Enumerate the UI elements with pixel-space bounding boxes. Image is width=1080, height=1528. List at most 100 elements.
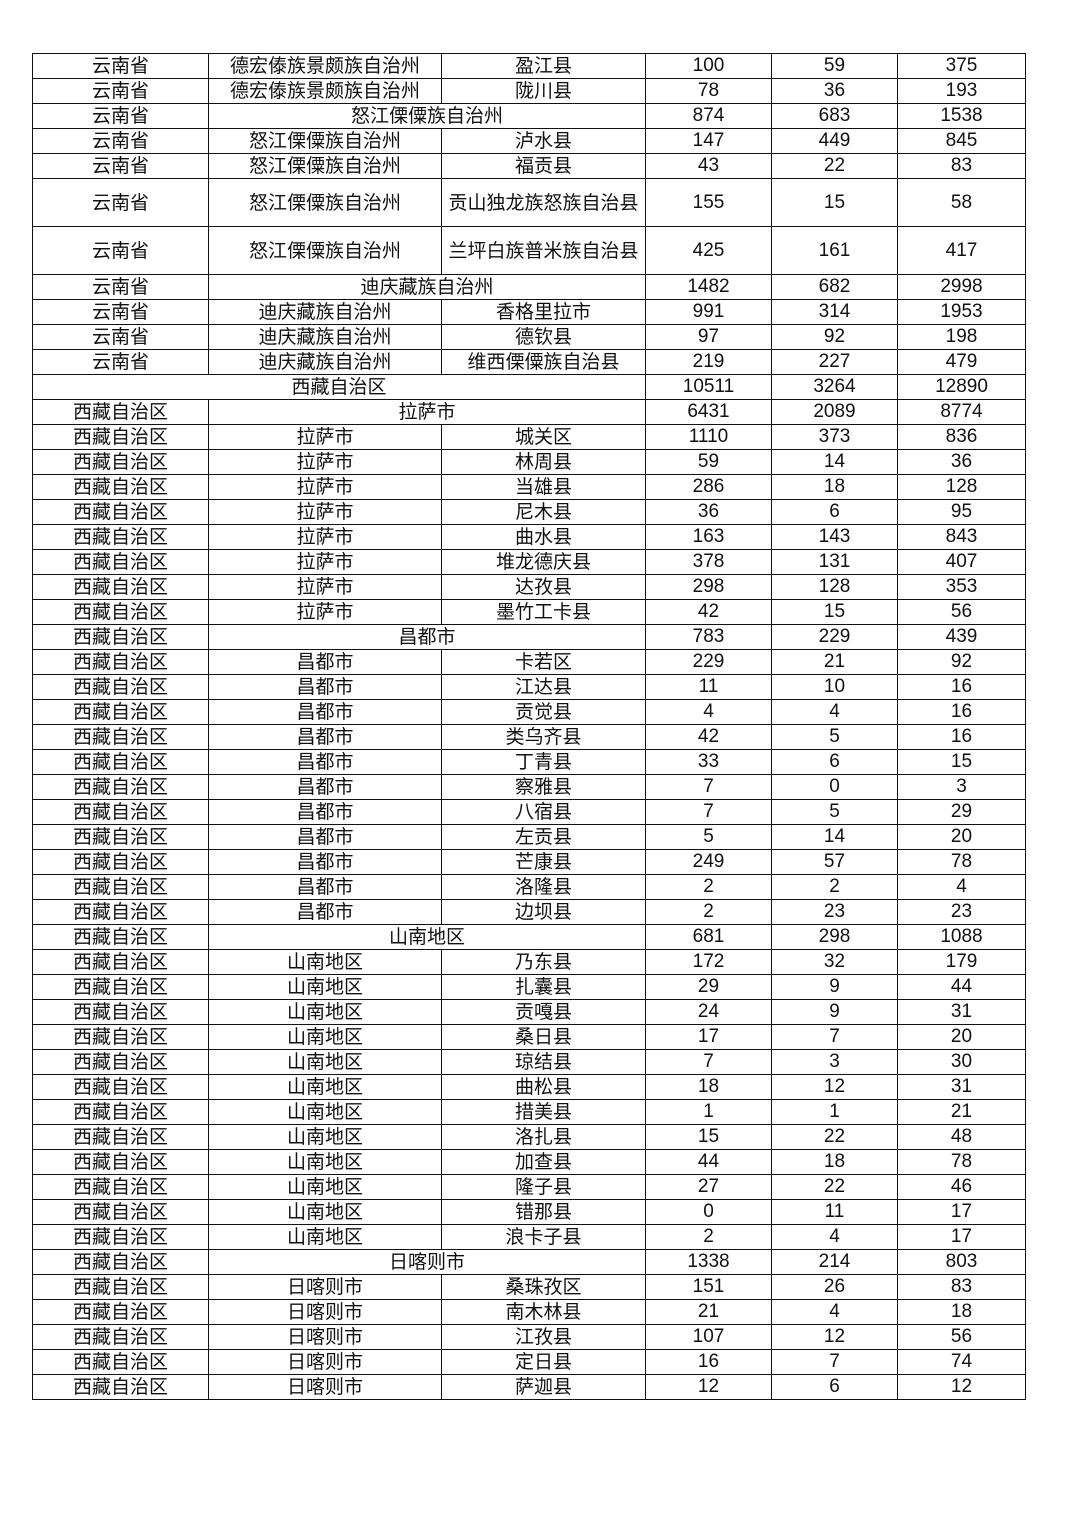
province-cell: 西藏自治区	[32, 1274, 209, 1300]
value-1-cell: 4	[645, 699, 772, 725]
county-cell: 洛隆县	[441, 874, 646, 900]
prefecture-cell: 拉萨市	[208, 549, 442, 575]
value-2-cell: 131	[771, 549, 898, 575]
county-cell: 泸水县	[441, 128, 646, 154]
table-row: 西藏自治区 昌都市 江达县 11 10 16	[32, 674, 1026, 700]
county-cell: 林周县	[441, 449, 646, 475]
county-cell: 乃东县	[441, 949, 646, 975]
table-row: 西藏自治区 拉萨市 堆龙德庆县 378 131 407	[32, 549, 1026, 575]
value-2-cell: 15	[771, 178, 898, 227]
value-3-cell: 83	[897, 1274, 1026, 1300]
value-1-cell: 7	[645, 774, 772, 800]
value-1-cell: 29	[645, 974, 772, 1000]
prefecture-cell: 昌都市	[208, 699, 442, 725]
prefecture-cell: 山南地区	[208, 999, 442, 1025]
prefecture-cell: 怒江傈僳族自治州	[208, 178, 442, 227]
value-2-cell: 3	[771, 1049, 898, 1075]
table-row: 西藏自治区 昌都市 八宿县 7 5 29	[32, 799, 1026, 825]
county-cell: 南木林县	[441, 1299, 646, 1325]
table-row: 西藏自治区 昌都市 边坝县 2 23 23	[32, 899, 1026, 925]
value-1-cell: 44	[645, 1149, 772, 1175]
value-1-cell: 163	[645, 524, 772, 550]
value-2-cell: 11	[771, 1199, 898, 1225]
value-3-cell: 407	[897, 549, 1026, 575]
value-3-cell: 2998	[897, 274, 1026, 300]
province-cell: 云南省	[32, 226, 209, 275]
county-cell: 曲水县	[441, 524, 646, 550]
province-cell: 西藏自治区	[32, 374, 646, 400]
prefecture-cell: 山南地区	[208, 1124, 442, 1150]
table-row: 云南省 怒江傈僳族自治州 福贡县 43 22 83	[32, 153, 1026, 179]
value-3-cell: 31	[897, 1074, 1026, 1100]
province-cell: 西藏自治区	[32, 1099, 209, 1125]
value-2-cell: 22	[771, 153, 898, 179]
table-row: 云南省 迪庆藏族自治州 维西傈僳族自治县 219 227 479	[32, 349, 1026, 375]
county-cell: 贡山独龙族怒族自治县	[441, 178, 646, 227]
county-cell: 定日县	[441, 1349, 646, 1375]
value-1-cell: 100	[645, 53, 772, 79]
value-1-cell: 33	[645, 749, 772, 775]
value-2-cell: 9	[771, 999, 898, 1025]
value-1-cell: 378	[645, 549, 772, 575]
county-cell: 江孜县	[441, 1324, 646, 1350]
table-row: 西藏自治区 山南地区 隆子县 27 22 46	[32, 1174, 1026, 1200]
table-row: 西藏自治区 山南地区 浪卡子县 2 4 17	[32, 1224, 1026, 1250]
value-2-cell: 12	[771, 1074, 898, 1100]
prefecture-cell: 拉萨市	[208, 499, 442, 525]
value-3-cell: 17	[897, 1199, 1026, 1225]
value-3-cell: 353	[897, 574, 1026, 600]
table-row: 西藏自治区 昌都市 洛隆县 2 2 4	[32, 874, 1026, 900]
prefecture-cell: 拉萨市	[208, 474, 442, 500]
county-cell: 察雅县	[441, 774, 646, 800]
province-cell: 西藏自治区	[32, 849, 209, 875]
prefecture-cell: 昌都市	[208, 649, 442, 675]
value-2-cell: 15	[771, 599, 898, 625]
value-2-cell: 4	[771, 1224, 898, 1250]
table-row: 云南省 怒江傈僳族自治州 贡山独龙族怒族自治县 155 15 58	[32, 178, 1026, 227]
prefecture-cell: 迪庆藏族自治州	[208, 299, 442, 325]
province-cell: 云南省	[32, 299, 209, 325]
prefecture-cell: 山南地区	[208, 1074, 442, 1100]
province-cell: 西藏自治区	[32, 1074, 209, 1100]
prefecture-cell: 山南地区	[208, 1149, 442, 1175]
county-cell: 左贡县	[441, 824, 646, 850]
value-3-cell: 23	[897, 899, 1026, 925]
value-1-cell: 151	[645, 1274, 772, 1300]
value-3-cell: 31	[897, 999, 1026, 1025]
county-cell: 墨竹工卡县	[441, 599, 646, 625]
county-cell: 浪卡子县	[441, 1224, 646, 1250]
table-row: 西藏自治区 拉萨市 达孜县 298 128 353	[32, 574, 1026, 600]
table-row: 西藏自治区 山南地区 贡嘎县 24 9 31	[32, 999, 1026, 1025]
county-cell: 城关区	[441, 424, 646, 450]
prefecture-cell: 山南地区	[208, 1174, 442, 1200]
province-cell: 西藏自治区	[32, 899, 209, 925]
value-3-cell: 21	[897, 1099, 1026, 1125]
value-2-cell: 26	[771, 1274, 898, 1300]
value-1-cell: 991	[645, 299, 772, 325]
county-cell: 隆子县	[441, 1174, 646, 1200]
table-row: 西藏自治区 昌都市 卡若区 229 21 92	[32, 649, 1026, 675]
value-1-cell: 2	[645, 1224, 772, 1250]
prefecture-cell: 山南地区	[208, 949, 442, 975]
value-3-cell: 12890	[897, 374, 1026, 400]
table-row: 西藏自治区 山南地区 错那县 0 11 17	[32, 1199, 1026, 1225]
county-cell: 贡觉县	[441, 699, 646, 725]
value-1-cell: 27	[645, 1174, 772, 1200]
value-1-cell: 24	[645, 999, 772, 1025]
table-row: 云南省 德宏傣族景颇族自治州 陇川县 78 36 193	[32, 78, 1026, 104]
prefecture-cell: 昌都市	[208, 774, 442, 800]
province-cell: 云南省	[32, 53, 209, 79]
value-2-cell: 10	[771, 674, 898, 700]
prefecture-cell: 山南地区	[208, 1224, 442, 1250]
county-cell: 八宿县	[441, 799, 646, 825]
prefecture-cell: 拉萨市	[208, 449, 442, 475]
prefecture-cell: 山南地区	[208, 1024, 442, 1050]
value-2-cell: 214	[771, 1249, 898, 1275]
table-row: 西藏自治区 拉萨市 墨竹工卡县 42 15 56	[32, 599, 1026, 625]
value-2-cell: 9	[771, 974, 898, 1000]
value-3-cell: 16	[897, 674, 1026, 700]
province-cell: 西藏自治区	[32, 749, 209, 775]
value-1-cell: 12	[645, 1374, 772, 1400]
value-2-cell: 18	[771, 1149, 898, 1175]
province-cell: 云南省	[32, 349, 209, 375]
